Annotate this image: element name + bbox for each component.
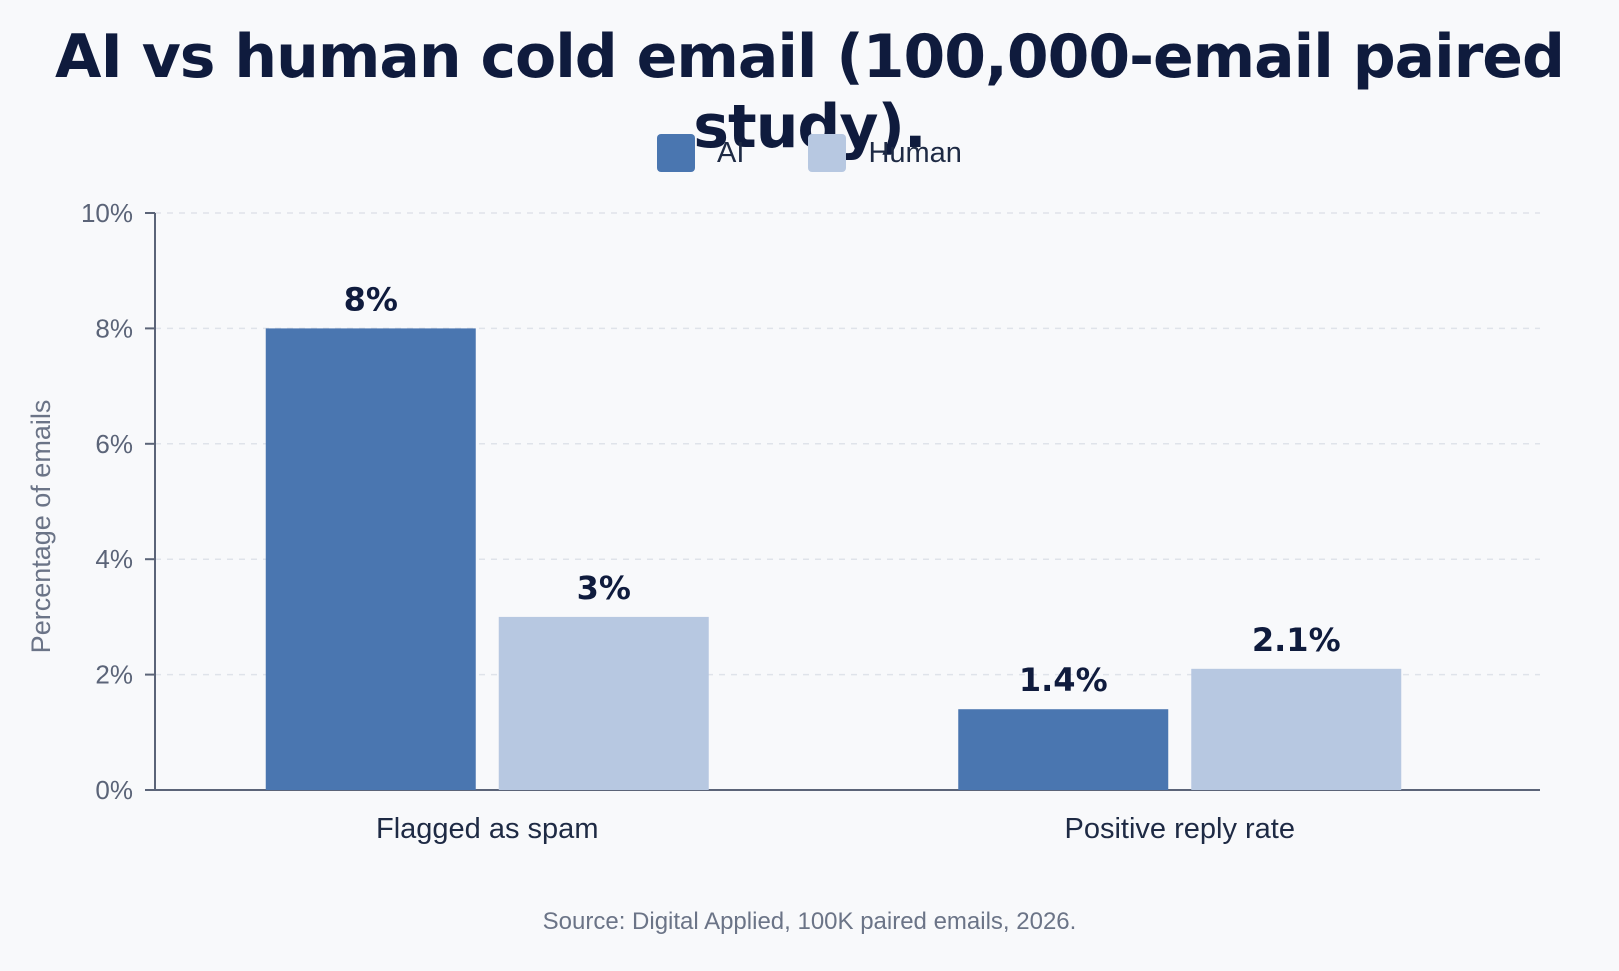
y-tick-label: 2%: [95, 660, 133, 690]
y-tick-label: 0%: [95, 775, 133, 805]
x-tick-label: Flagged as spam: [376, 813, 598, 845]
legend-label-human: Human: [868, 136, 962, 169]
y-tick-label: 4%: [95, 544, 133, 574]
legend-label-ai: AI: [717, 136, 745, 169]
chart-title: AI vs human cold email (100,000-email pa…: [55, 22, 1565, 162]
legend-item-human: Human: [808, 134, 962, 172]
source-note: Source: Digital Applied, 100K paired ema…: [542, 908, 1077, 935]
y-axis-label: Percentage of emails: [26, 400, 56, 654]
data-label-human-0: 3%: [577, 569, 631, 607]
bar-human-1: [1191, 668, 1402, 790]
bar-human-0: [498, 616, 709, 790]
legend-swatch-human: [808, 134, 847, 172]
x-tick-label: Positive reply rate: [1065, 813, 1296, 845]
bar-ai-0: [265, 328, 476, 790]
bar-ai-1: [958, 709, 1169, 790]
legend: AI Human: [0, 134, 1619, 172]
data-label-ai-1: 1.4%: [1019, 661, 1108, 699]
y-tick-label: 10%: [81, 198, 133, 228]
data-label-ai-0: 8%: [344, 280, 398, 318]
legend-item-ai: AI: [657, 134, 744, 172]
legend-swatch-ai: [657, 134, 696, 172]
y-tick-label: 8%: [95, 313, 133, 343]
y-tick-label: 6%: [95, 429, 133, 459]
data-label-human-1: 2.1%: [1252, 621, 1341, 659]
